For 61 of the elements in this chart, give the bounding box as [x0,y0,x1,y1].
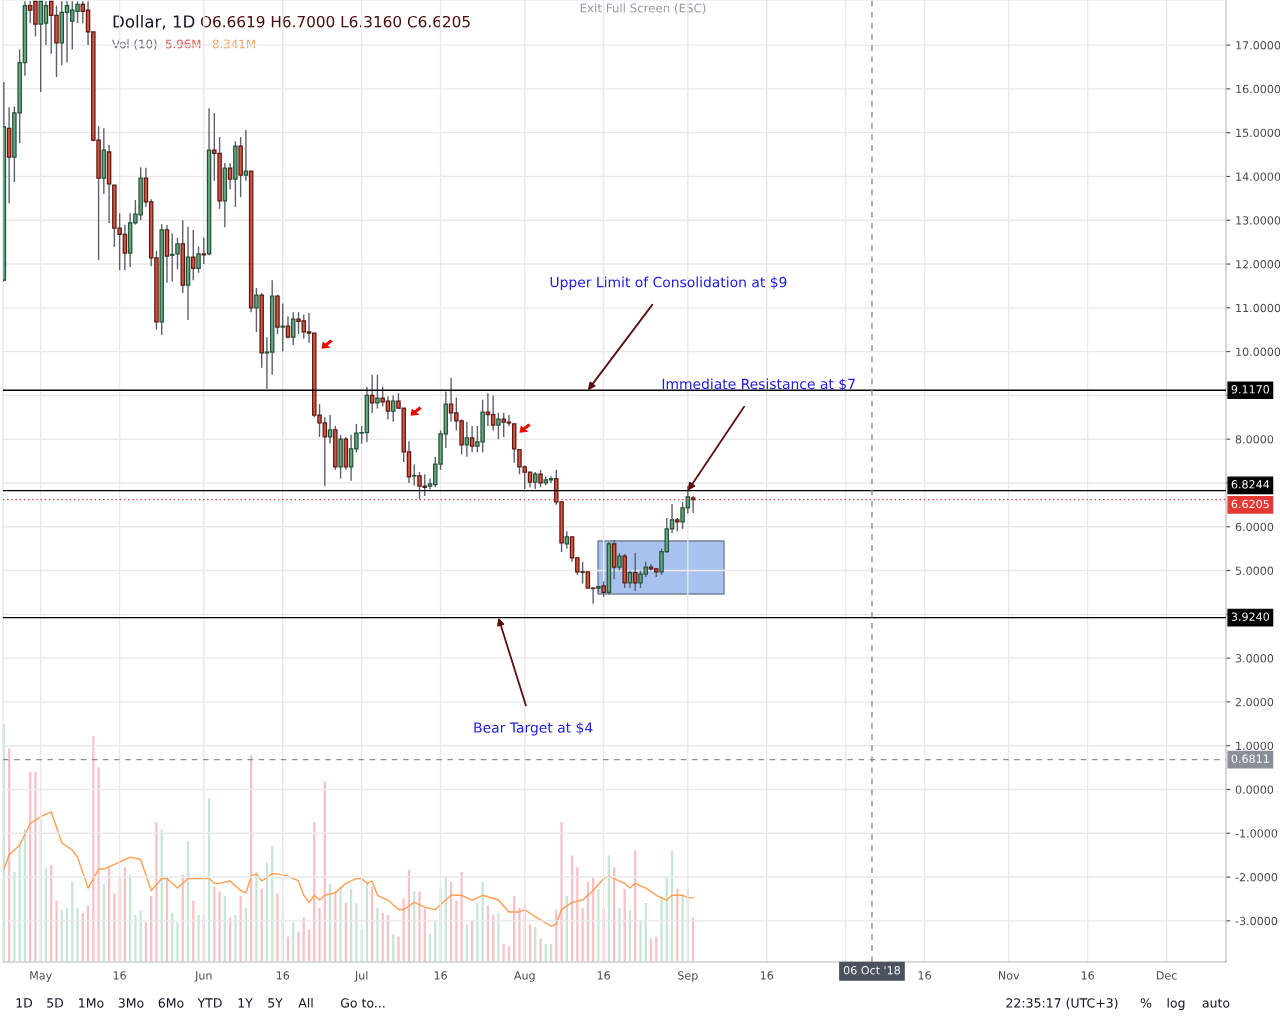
text: YTD [197,998,222,1008]
text: 5D [47,998,64,1008]
y-tick-label: 1.0000 [1236,741,1274,751]
x-tick-label: 16 [113,971,126,980]
y-tick-label: 13.0000 [1236,216,1280,225]
x-tick-label: Nov [999,971,1020,980]
text: O6.6619 H6.7000 L6.3160 C6.6205 [200,15,470,28]
x-tick-label: 16 [434,971,447,980]
x-tick-label: 16 [276,971,290,980]
ref-line-label: 06 Oct '18 [843,966,901,975]
text: 3Mo [118,998,144,1008]
y-tick-label: 3.0000 [1235,654,1274,663]
x-tick-label: Dec [1156,971,1177,980]
y-tick-label: 6.0000 [1235,522,1274,532]
y-tick-label: 12.0000 [1236,260,1280,269]
x-tick-label: Jun [194,971,212,982]
y-tick-label: 15.0000 [1236,128,1280,138]
x-tick-label: May [30,971,52,982]
text: Go to... [340,998,385,1008]
y-tick-label: 5.0000 [1235,566,1274,575]
ref-line-label: 6.6205 [1231,499,1269,509]
text: Dollar, 1D [113,14,195,30]
text: 1D [16,998,33,1008]
y-tick-label: 14.0000 [1236,172,1280,181]
text: auto [1202,998,1230,1008]
y-tick-label: -3.0000 [1235,916,1278,926]
x-tick-label: 16 [760,971,774,980]
text: log [1167,997,1185,1011]
annotation: Upper Limit of Consolidation at $9 [550,276,787,291]
ref-line-label: 9.1170 [1231,385,1270,394]
y-tick-label: -1.0000 [1235,829,1278,838]
annotation: Vol (10) [112,39,157,50]
x-tick-label: 16 [918,971,931,980]
annotation: Bear Target at $4 [474,722,593,736]
x-tick-label: 16 [1081,971,1095,980]
text: % [1140,998,1152,1008]
y-tick-label: 17.0000 [1236,41,1280,50]
text: 1Mo [79,998,104,1008]
annotation: 8.341M [212,39,255,49]
x-tick-label: Aug [513,971,535,982]
x-tick-label: Sep [678,971,698,982]
annotation: Exit Full Screen (ESC) [580,3,706,14]
x-tick-label: 16 [597,971,611,980]
y-tick-label: 11.0000 [1236,303,1280,313]
text: 5Y [268,998,283,1008]
y-tick-label: -2.0000 [1235,873,1278,882]
text: 22:35:17 (UTC+3) [1006,997,1118,1010]
y-tick-label: 0.0000 [1235,785,1274,794]
text: 1Y [238,998,253,1008]
annotation: 5.96M [165,39,201,49]
text: 6Mo [158,998,184,1008]
ref-line-label: 3.9240 [1231,612,1270,621]
y-tick-label: 10.0000 [1236,347,1280,356]
y-tick-label: 8.0000 [1235,435,1274,444]
x-tick-label: Jul [354,971,368,982]
annotation: Immediate Resistance at $7 [662,378,855,391]
y-tick-label: 2.0000 [1235,697,1274,707]
ref-line-label: 6.8244 [1231,480,1270,489]
ref-line-label: 0.6811 [1231,754,1269,763]
text: All [298,997,313,1008]
y-tick-label: 16.0000 [1236,84,1280,94]
